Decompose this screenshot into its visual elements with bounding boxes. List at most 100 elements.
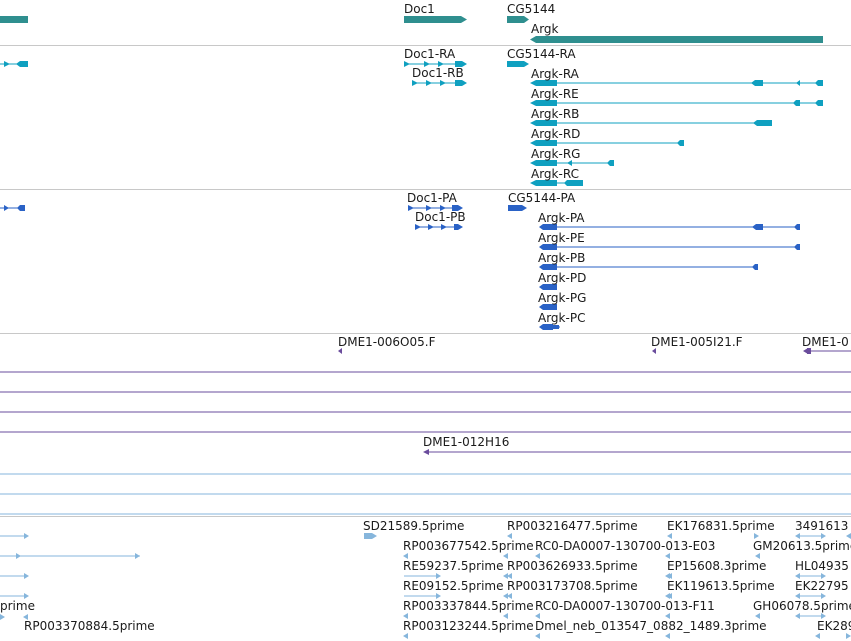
est-e18-glyph[interactable] (535, 613, 670, 619)
doc1-rb-glyph[interactable] (412, 80, 467, 86)
contig-c1-arrow[interactable] (338, 348, 342, 354)
argk-pb-glyph[interactable] (539, 264, 758, 270)
tx-label-argk-pc[interactable]: Argk-PC (538, 311, 586, 325)
tx-label-argk-rg[interactable]: Argk-RG (531, 147, 581, 161)
contig-c3-glyph[interactable] (803, 348, 851, 354)
gene-doc1-glyph[interactable] (404, 16, 467, 23)
gene-label-cg5144[interactable]: CG5144 (507, 2, 556, 16)
argk-pc-glyph[interactable] (539, 324, 560, 330)
gene-track[interactable] (0, 16, 823, 43)
est-label-e19[interactable]: GH06078.5prime (753, 599, 851, 613)
contig-label-c1[interactable]: DME1-006O05.F (338, 335, 436, 349)
est-e14-glyph[interactable] (667, 593, 672, 599)
est-e1-glyph[interactable] (364, 533, 377, 539)
est-left-3[interactable] (0, 573, 29, 579)
est-label-e21[interactable]: RP003123244.5prime (403, 619, 534, 633)
est-e2-glyph[interactable] (507, 533, 512, 539)
est-label-e10[interactable]: EP15608.3prime (667, 559, 767, 573)
est-left-2[interactable] (0, 553, 140, 559)
tx-label-argk-pd[interactable]: Argk-PD (538, 271, 587, 285)
est-e22-glyph[interactable] (665, 633, 670, 639)
tx-label-argk-rd[interactable]: Argk-RD (531, 127, 581, 141)
est-e8-glyph[interactable] (404, 573, 508, 579)
tx-label-cg5144-pa[interactable]: CG5144-PA (508, 191, 576, 205)
tx-label-cg5144-ra[interactable]: CG5144-RA (507, 47, 576, 61)
est-track[interactable] (0, 533, 851, 639)
cg5144-pa-glyph[interactable] (508, 205, 527, 211)
est-e10-glyph[interactable] (667, 573, 672, 579)
est-e4-glyph[interactable] (795, 533, 851, 539)
tx-label-argk-rb[interactable]: Argk-RB (531, 107, 580, 121)
est-label-e13[interactable]: RP003173708.5prime (507, 579, 638, 593)
est-label-e11[interactable]: HL04935 (795, 559, 849, 573)
tx-label-argk-ra[interactable]: Argk-RA (531, 67, 579, 81)
gene-label-argk[interactable]: Argk (531, 22, 559, 36)
contig-label-c3[interactable]: DME1-0 (802, 335, 849, 349)
tx-label-doc1-pb[interactable]: Doc1-PB (415, 210, 466, 224)
est-label-e16[interactable]: prime (0, 599, 35, 613)
argk-pe-glyph[interactable] (539, 244, 800, 250)
argk-ra-glyph[interactable] (530, 80, 823, 86)
contig-label-c2[interactable]: DME1-005I21.F (651, 335, 743, 349)
est-e21-glyph[interactable] (403, 633, 540, 639)
est-label-e23[interactable]: EK289 (817, 619, 851, 633)
argk-re-glyph[interactable] (530, 100, 823, 106)
left-edge-transcript-b[interactable] (0, 205, 25, 211)
est-label-e4[interactable]: 3491613 (795, 519, 849, 533)
argk-rb-glyph[interactable] (530, 120, 772, 126)
argk-rc-glyph[interactable] (530, 180, 583, 186)
argk-rd-glyph[interactable] (530, 140, 684, 146)
cg5144-ra-glyph[interactable] (507, 61, 529, 67)
tx-label-argk-pe[interactable]: Argk-PE (538, 231, 585, 245)
tx-label-argk-rc[interactable]: Argk-RC (531, 167, 579, 181)
argk-pg-glyph[interactable] (539, 304, 557, 310)
est-e5-glyph[interactable] (403, 553, 508, 559)
contig-c4-glyph[interactable] (423, 449, 851, 455)
transcript-track-a[interactable] (0, 61, 823, 186)
est-left-4[interactable] (0, 593, 29, 599)
est-label-e8[interactable]: RE59237.5prime (403, 559, 504, 573)
est-label-e12[interactable]: RE09152.5prime (403, 579, 504, 593)
est-label-e2[interactable]: RP003216477.5prime (507, 519, 638, 533)
est-label-e18[interactable]: RC0-DA0007-130700-013-F11 (535, 599, 715, 613)
est-label-e15[interactable]: EK22795 (795, 579, 849, 593)
est-e17-glyph[interactable] (403, 613, 508, 619)
argk-pd-glyph[interactable] (539, 284, 557, 290)
est-label-e17[interactable]: RP003337844.5prime (403, 599, 534, 613)
est-left-5[interactable] (0, 614, 28, 620)
est-e7-glyph[interactable] (755, 553, 760, 559)
gene-left-feature[interactable] (0, 16, 28, 23)
est-left-1[interactable] (0, 533, 29, 539)
est-label-e6[interactable]: RC0-DA0007-130700-013-E03 (535, 539, 716, 553)
est-label-e1[interactable]: SD21589.5prime (363, 519, 465, 533)
doc1-ra-glyph[interactable] (404, 61, 467, 67)
tx-label-doc1-ra[interactable]: Doc1-RA (404, 47, 456, 61)
est-e15-glyph[interactable] (795, 593, 826, 599)
est-label-e22[interactable]: Dmel_neb_013547_0882_1489.3prime (535, 619, 767, 633)
gene-label-doc1[interactable]: Doc1 (404, 2, 435, 16)
gene-argk-glyph[interactable] (530, 36, 823, 43)
tx-label-argk-pb[interactable]: Argk-PB (538, 251, 586, 265)
tx-label-argk-pa[interactable]: Argk-PA (538, 211, 585, 225)
est-label-e7[interactable]: GM20613.5prime (753, 539, 851, 553)
est-e3-glyph[interactable] (667, 533, 759, 539)
est-label-e3[interactable]: EK176831.5prime (667, 519, 775, 533)
tx-label-argk-pg[interactable]: Argk-PG (538, 291, 587, 305)
est-label-e9[interactable]: RP003626933.5prime (507, 559, 638, 573)
gene-cg5144-glyph[interactable] (507, 16, 529, 23)
est-label-e5[interactable]: RP003677542.5prime (403, 539, 534, 553)
est-e6-glyph[interactable] (535, 553, 670, 559)
tx-label-doc1-pa[interactable]: Doc1-PA (407, 191, 457, 205)
tx-label-doc1-rb[interactable]: Doc1-RB (412, 66, 464, 80)
contig-track[interactable] (0, 348, 851, 515)
est-label-e20[interactable]: RP003370884.5prime (24, 619, 155, 633)
est-e11-glyph[interactable] (795, 573, 826, 579)
tx-label-argk-re[interactable]: Argk-RE (531, 87, 579, 101)
doc1-pa-glyph[interactable] (408, 205, 463, 211)
contig-c2-arrow[interactable] (652, 348, 656, 354)
est-e12-glyph[interactable] (404, 593, 508, 599)
contig-label-c4[interactable]: DME1-012H16 (423, 435, 510, 449)
argk-rg-glyph[interactable] (530, 160, 614, 166)
est-e23-glyph[interactable] (815, 633, 851, 639)
est-e15b-glyph[interactable] (795, 613, 826, 619)
